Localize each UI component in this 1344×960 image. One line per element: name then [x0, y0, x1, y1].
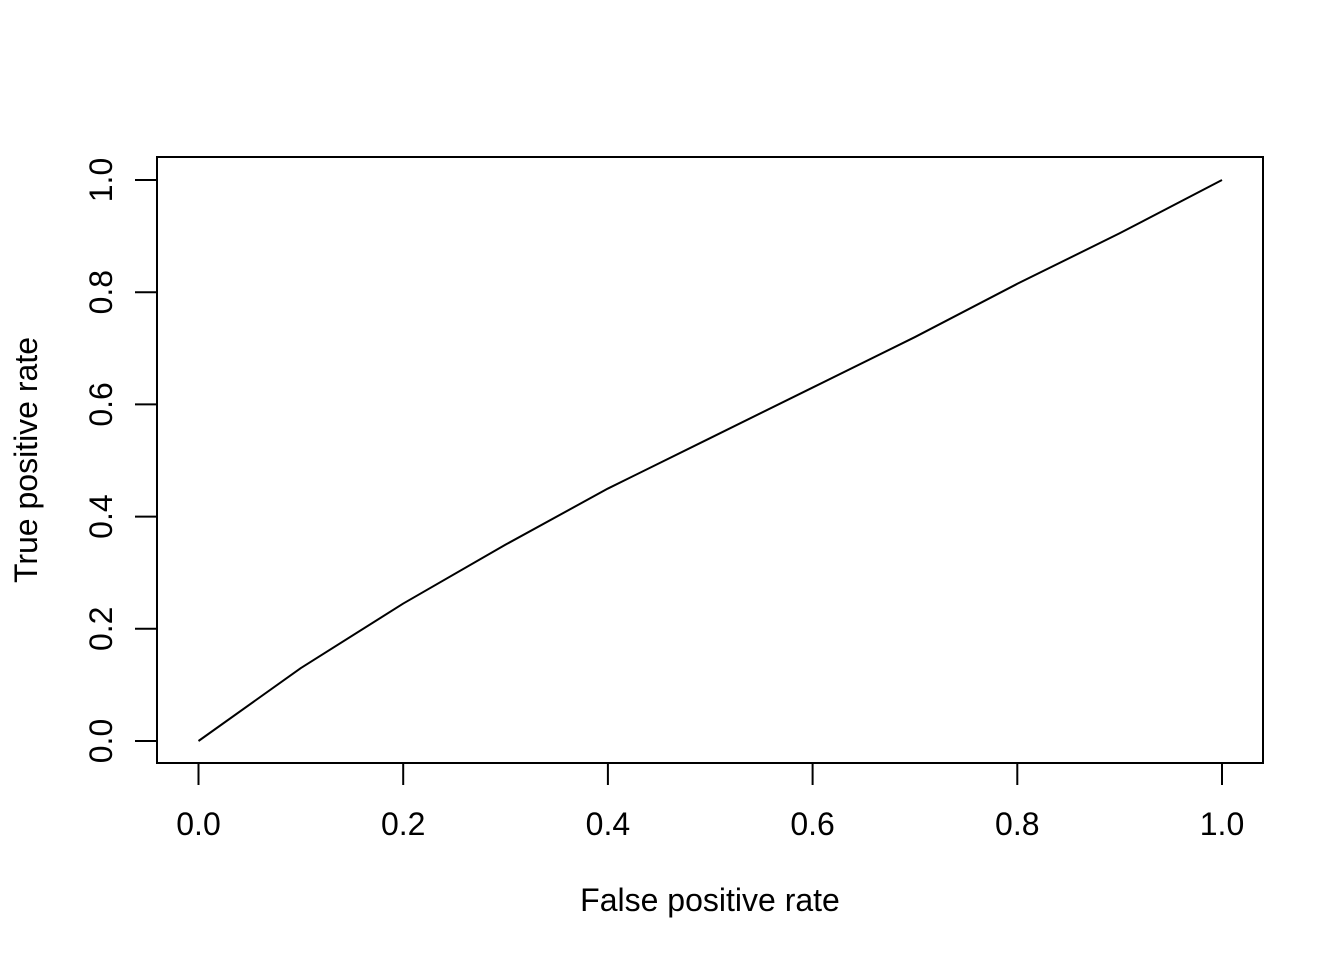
plot-box	[156, 156, 1264, 764]
x-tick-label: 1.0	[1200, 806, 1244, 842]
y-tick-label: 0.2	[83, 607, 119, 651]
x-tick-label: 0.6	[790, 806, 834, 842]
y-tick-label: 0.6	[83, 382, 119, 426]
x-tick-label: 0.0	[176, 806, 220, 842]
roc-curve-line	[197, 179, 1223, 742]
y-tick-label: 0.8	[83, 270, 119, 314]
y-tick-label: 1.0	[83, 158, 119, 202]
x-tick-label: 0.4	[586, 806, 630, 842]
x-tick-label: 0.8	[995, 806, 1039, 842]
y-tick-label: 0.4	[83, 494, 119, 538]
series-layer	[197, 179, 1223, 742]
x-axis-title: False positive rate	[580, 882, 840, 918]
x-tick-label: 0.2	[381, 806, 425, 842]
x-axis: 0.0 0.2 0.4 0.6 0.8 1.0	[176, 762, 1244, 842]
y-axis: 0.0 0.2 0.4 0.6 0.8 1.0	[83, 158, 158, 763]
y-tick-label: 0.0	[83, 719, 119, 763]
y-axis-title: True positive rate	[8, 337, 44, 583]
